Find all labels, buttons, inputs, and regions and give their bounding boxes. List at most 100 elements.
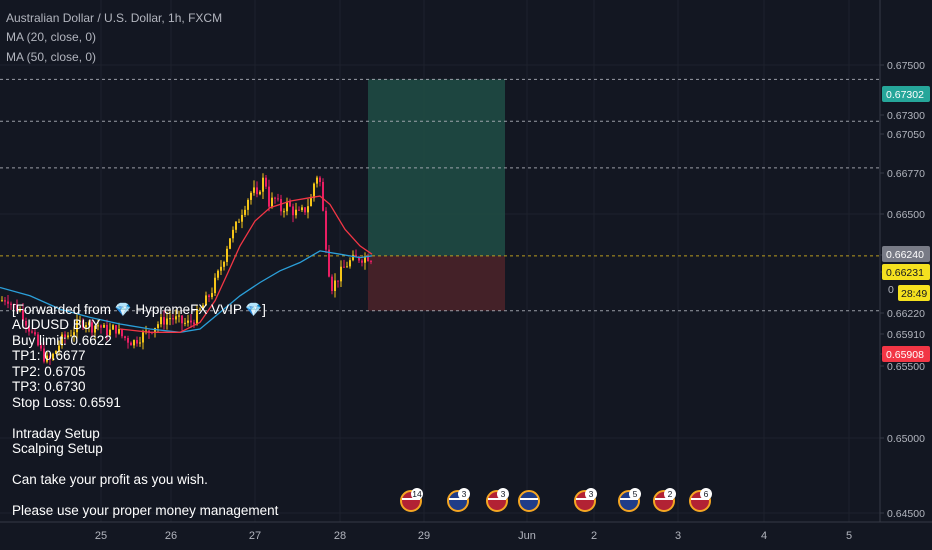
grid-lines: [0, 0, 880, 522]
candle-body: [217, 270, 219, 278]
candle-body: [268, 186, 270, 207]
candle-body: [235, 221, 237, 230]
candle-body: [70, 335, 72, 337]
partial-price-label: 0: [888, 284, 894, 296]
take-profit-zone: [368, 79, 505, 256]
candle-body: [319, 177, 321, 182]
candle-body: [253, 187, 255, 193]
event-flag-us[interactable]: 2: [653, 488, 676, 512]
candle-body: [274, 197, 276, 199]
candle-body: [40, 345, 42, 349]
x-tick-label: 27: [249, 530, 261, 542]
candle-body: [361, 260, 363, 263]
economic-events[interactable]: 14 3 3 3 5 2 6: [400, 488, 712, 512]
candle-body: [154, 327, 156, 334]
candle-body: [124, 336, 126, 339]
candle-body: [82, 320, 84, 328]
event-flag-au[interactable]: 5: [618, 488, 641, 512]
candle-body: [142, 332, 144, 343]
price-badge-label: 0.67302: [886, 89, 924, 101]
candle-body: [112, 325, 114, 330]
candle-body: [64, 334, 66, 338]
candle-body: [49, 355, 51, 360]
event-count-label: 3: [589, 489, 594, 499]
candle-body: [100, 325, 102, 328]
event-count-label: 3: [462, 489, 467, 499]
event-count-label: 2: [668, 489, 673, 499]
x-tick-label: 3: [675, 530, 681, 542]
candle-body: [106, 324, 108, 336]
candle-body: [19, 310, 21, 312]
event-flag-au[interactable]: [518, 490, 540, 512]
note-line: Stop Loss: 0.6591: [12, 394, 121, 410]
candle-body: [334, 280, 336, 292]
candle-body: [220, 266, 222, 271]
price-badge: [882, 264, 930, 280]
event-count-bubble: [497, 488, 509, 500]
note-line: [12, 488, 278, 504]
candle-body: [247, 199, 249, 210]
y-tick-label: 0.64500: [887, 508, 925, 520]
x-tick-label: 4: [761, 530, 767, 542]
event-flag-us[interactable]: 3: [574, 488, 597, 512]
candle-body: [118, 329, 120, 334]
event-flag-us[interactable]: 6: [689, 488, 712, 512]
candle-body: [13, 304, 15, 306]
candle-body: [169, 318, 171, 320]
y-tick-label: 0.67500: [887, 60, 925, 72]
candle-body: [7, 301, 9, 304]
candle-body: [337, 280, 339, 282]
y-tick-label: 0.65000: [887, 433, 925, 445]
candle-body: [46, 355, 48, 362]
event-flag-us[interactable]: 14: [400, 488, 423, 512]
x-tick-label: 25: [95, 530, 107, 542]
candle-body: [61, 334, 63, 346]
candle-body: [286, 201, 288, 212]
candle-body: [160, 317, 162, 325]
candle-body: [367, 256, 369, 262]
price-badge-label: 0.66231: [886, 267, 924, 279]
event-flag-us[interactable]: 3: [486, 488, 509, 512]
note-line: Scalping Setup: [12, 441, 103, 456]
event-count-bubble: [411, 488, 423, 500]
candle-body: [262, 177, 264, 192]
candle-body: [307, 206, 309, 213]
y-tick-label: 0.67050: [887, 129, 925, 141]
ma50-legend[interactable]: MA (50, close, 0): [6, 50, 97, 64]
note-line: [Forwarded from 💎 HypremeFX VVIP 💎]: [12, 301, 266, 317]
candle-body: [166, 318, 168, 325]
candle-body: [352, 254, 354, 261]
candle-body: [130, 342, 132, 346]
candle-body: [43, 348, 45, 362]
candle-body: [22, 310, 24, 321]
event-count-bubble: [585, 488, 597, 500]
ma20-legend[interactable]: MA (20, close, 0): [6, 30, 97, 44]
candle-body: [31, 331, 33, 333]
event-flag-au[interactable]: 3: [447, 488, 470, 512]
candle-body: [223, 261, 225, 267]
candle-body: [265, 177, 267, 187]
x-tick-label: 29: [418, 530, 430, 542]
candle-body: [283, 211, 285, 213]
candle-body: [349, 260, 351, 267]
candle-body: [238, 221, 240, 223]
candle-body: [211, 293, 213, 298]
candle-body: [16, 304, 18, 312]
candle-body: [196, 309, 198, 325]
countdown-label: 28:49: [901, 288, 927, 300]
note-line: Buy limit: 0.6622: [12, 332, 112, 348]
candle-body: [175, 316, 177, 320]
candle-body: [322, 181, 324, 211]
flag-stripe: [655, 498, 673, 500]
candle-body: [94, 325, 96, 333]
candle-body: [178, 315, 180, 317]
candle-body: [199, 308, 201, 310]
candle-body: [301, 207, 303, 211]
event-count-bubble: [458, 488, 470, 500]
candle-body: [364, 256, 366, 263]
candle-body: [127, 338, 129, 343]
candle-body: [193, 322, 195, 325]
candle-body: [202, 305, 204, 309]
candle-body: [310, 198, 312, 207]
